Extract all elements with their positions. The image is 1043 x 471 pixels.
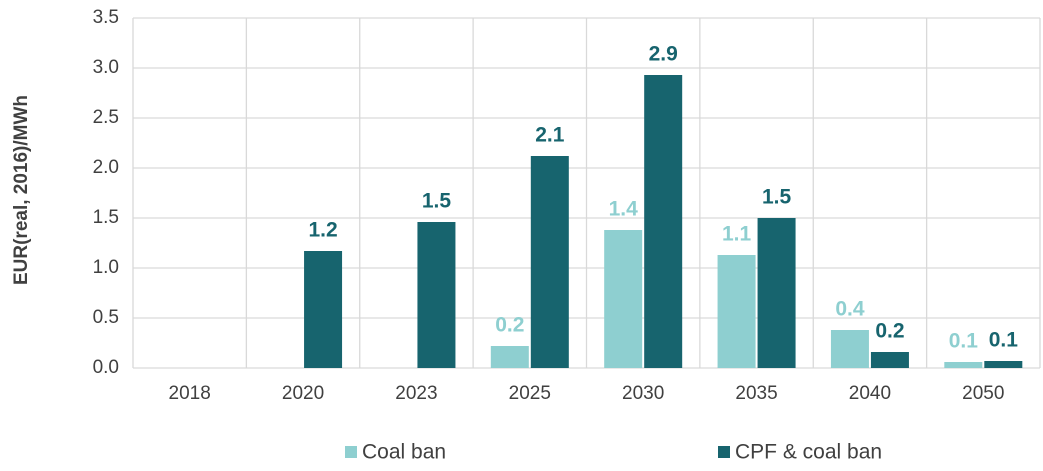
value-label: 1.4 [609,198,639,221]
value-label: 0.1 [989,329,1019,352]
y-tick-label: 1.5 [93,207,119,228]
y-tick-label: 2.5 [93,107,119,128]
y-axis-label: EUR(real, 2016)/MWh [11,95,32,285]
y-tick-label: 0.5 [93,307,119,328]
x-tick-label: 2030 [622,383,664,404]
bar [644,75,683,368]
value-label: 1.5 [422,190,452,213]
value-label: 2.9 [649,43,678,66]
bar [944,362,983,368]
value-label: 1.2 [308,219,337,242]
y-tick-label: 3.0 [93,57,119,78]
x-tick-label: 2050 [962,383,1004,404]
bar [717,255,756,368]
bar [604,230,643,368]
x-tick-label: 2025 [509,383,551,404]
value-label: 0.1 [949,330,979,353]
value-label: 0.2 [495,314,524,337]
bar [757,218,796,368]
bar [984,361,1023,368]
legend-label: Coal ban [362,441,446,464]
value-label: 1.1 [722,223,752,246]
value-label: 2.1 [535,124,565,147]
bar [417,222,456,368]
bar [870,352,909,368]
x-tick-label: 2018 [169,383,211,404]
bar [304,251,343,368]
legend-swatch [345,446,357,458]
x-tick-label: 2023 [395,383,437,404]
x-tick-label: 2035 [735,383,777,404]
value-label: 1.5 [762,186,792,209]
x-tick-label: 2020 [282,383,324,404]
bar [490,346,529,368]
y-tick-label: 0.0 [93,357,119,378]
bar [830,330,869,368]
value-label: 0.4 [835,298,865,321]
bar [530,156,569,368]
legend-swatch [718,446,730,458]
value-label: 0.2 [875,320,904,343]
y-tick-label: 3.5 [93,7,119,28]
legend-label: CPF & coal ban [735,441,882,464]
x-tick-label: 2040 [849,383,891,404]
y-tick-label: 1.0 [93,257,119,278]
y-tick-label: 2.0 [93,157,119,178]
